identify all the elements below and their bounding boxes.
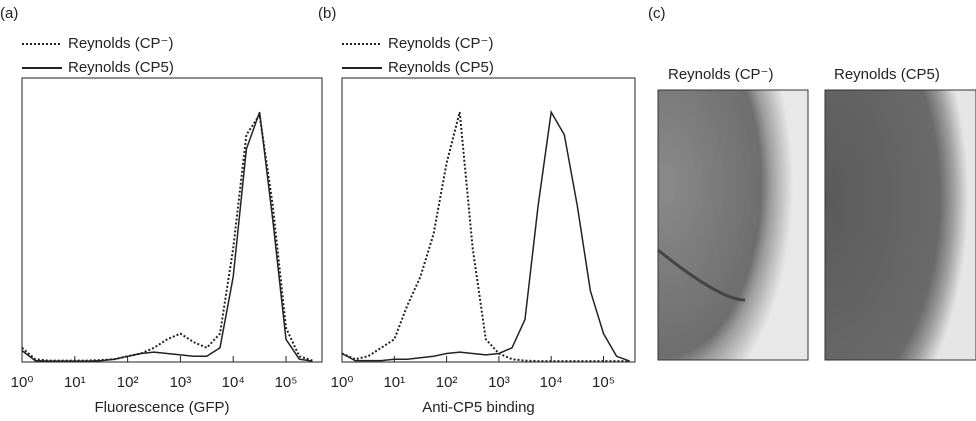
micrograph xyxy=(658,90,808,360)
x-tick-label: 10⁴ xyxy=(540,374,563,391)
image-title: Reynolds (CP5) xyxy=(834,66,940,83)
histogram-line xyxy=(22,112,312,361)
panel-label: (b) xyxy=(318,5,336,22)
x-axis-label: Fluorescence (GFP) xyxy=(94,399,229,416)
x-tick-label: 10³ xyxy=(170,374,192,391)
x-tick-label: 10⁰ xyxy=(331,374,354,391)
legend-label: Reynolds (CP5) xyxy=(388,59,494,76)
legend-label: Reynolds (CP⁻) xyxy=(388,35,493,52)
x-axis-label: Anti-CP5 binding xyxy=(422,399,535,416)
micrograph xyxy=(825,90,976,360)
legend-label: Reynolds (CP5) xyxy=(68,59,174,76)
plot-frame xyxy=(342,78,635,362)
x-tick-label: 10⁵ xyxy=(592,374,615,391)
figure: (c) Reynolds (CP⁻) Reynolds (CP5) (a) 10⁰… xyxy=(0,0,976,421)
panel-label: (a) xyxy=(0,5,18,22)
x-tick-label: 10¹ xyxy=(64,374,86,391)
x-tick-label: 10³ xyxy=(488,374,510,391)
x-tick-label: 10⁰ xyxy=(11,374,34,391)
x-tick-label: 10¹ xyxy=(383,374,405,391)
x-tick-label: 10⁴ xyxy=(222,374,245,391)
image-title: Reynolds (CP⁻) xyxy=(668,66,773,83)
histogram-line xyxy=(342,112,630,361)
histogram-line xyxy=(342,112,630,361)
panel-label: (c) xyxy=(648,5,666,22)
x-tick-label: 10² xyxy=(117,374,139,391)
x-tick-label: 10⁵ xyxy=(275,374,298,391)
plot-frame xyxy=(22,78,322,362)
x-tick-label: 10² xyxy=(436,374,458,391)
histogram-line xyxy=(22,115,312,361)
legend-label: Reynolds (CP⁻) xyxy=(68,35,173,52)
